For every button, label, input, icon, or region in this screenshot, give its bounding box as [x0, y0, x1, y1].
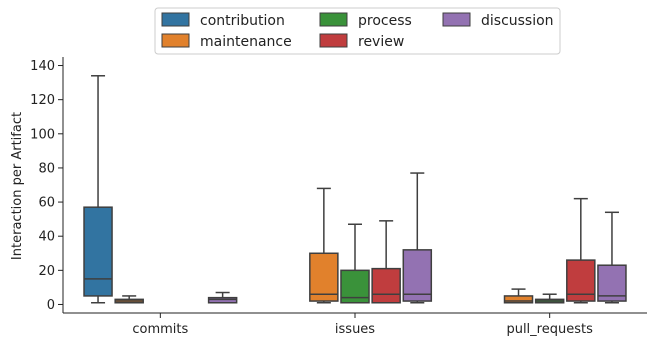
- x-tick-label: commits: [132, 322, 188, 337]
- legend-label: discussion: [481, 13, 554, 29]
- legend-item-contribution: contribution: [161, 12, 285, 29]
- legend-item-process: process: [319, 12, 412, 29]
- legend-item-review: review: [319, 33, 404, 50]
- y-tick-label: 100: [30, 127, 55, 142]
- box-process-pull_requests: [534, 293, 565, 304]
- y-tick-label: 80: [38, 161, 55, 176]
- legend-swatch: [161, 12, 190, 27]
- box-body: [402, 249, 433, 302]
- box-discussion-pull_requests: [597, 211, 627, 304]
- legend-label: contribution: [200, 13, 285, 29]
- box-contribution-commits: [83, 75, 113, 304]
- y-tick-label: 0: [47, 298, 55, 313]
- box-body: [207, 296, 238, 304]
- y-tick-label: 120: [30, 93, 55, 108]
- legend-swatch: [442, 12, 471, 27]
- legend-item-maintenance: maintenance: [161, 33, 292, 50]
- legend-swatch: [319, 33, 348, 48]
- x-tick-label: issues: [335, 322, 375, 337]
- box-body: [371, 267, 401, 304]
- legend: contribution maintenance process review disc…: [154, 7, 561, 55]
- y-tick-label: 20: [38, 264, 55, 279]
- legend-swatch: [161, 33, 190, 48]
- box-body: [597, 264, 627, 302]
- legend-label: review: [358, 34, 404, 50]
- y-tick-label: 140: [30, 59, 55, 74]
- box-maintenance-commits: [114, 295, 144, 304]
- plot-area: 0 20 40 60 80 100 120 140 commits issues pull_requ…: [30, 57, 647, 337]
- box-discussion-issues: [402, 172, 433, 304]
- legend-label: maintenance: [200, 34, 292, 50]
- legend-label: process: [358, 13, 412, 29]
- box-process-issues: [340, 223, 370, 304]
- box-body: [83, 206, 113, 297]
- y-tick-label: 40: [38, 230, 55, 245]
- box-review-pull_requests: [566, 197, 596, 304]
- legend-swatch: [319, 12, 348, 27]
- y-axis-label: Interaction per Artifact: [10, 112, 25, 260]
- x-tick-label: pull_requests: [506, 322, 593, 337]
- legend-item-discussion: discussion: [442, 12, 554, 29]
- box-maintenance-issues: [309, 187, 339, 304]
- box-maintenance-pull_requests: [503, 288, 534, 304]
- box-body: [503, 295, 534, 304]
- y-tick-label: 60: [38, 196, 55, 211]
- box-discussion-commits: [207, 291, 238, 304]
- box-body: [309, 252, 339, 302]
- box-review-issues: [371, 220, 401, 304]
